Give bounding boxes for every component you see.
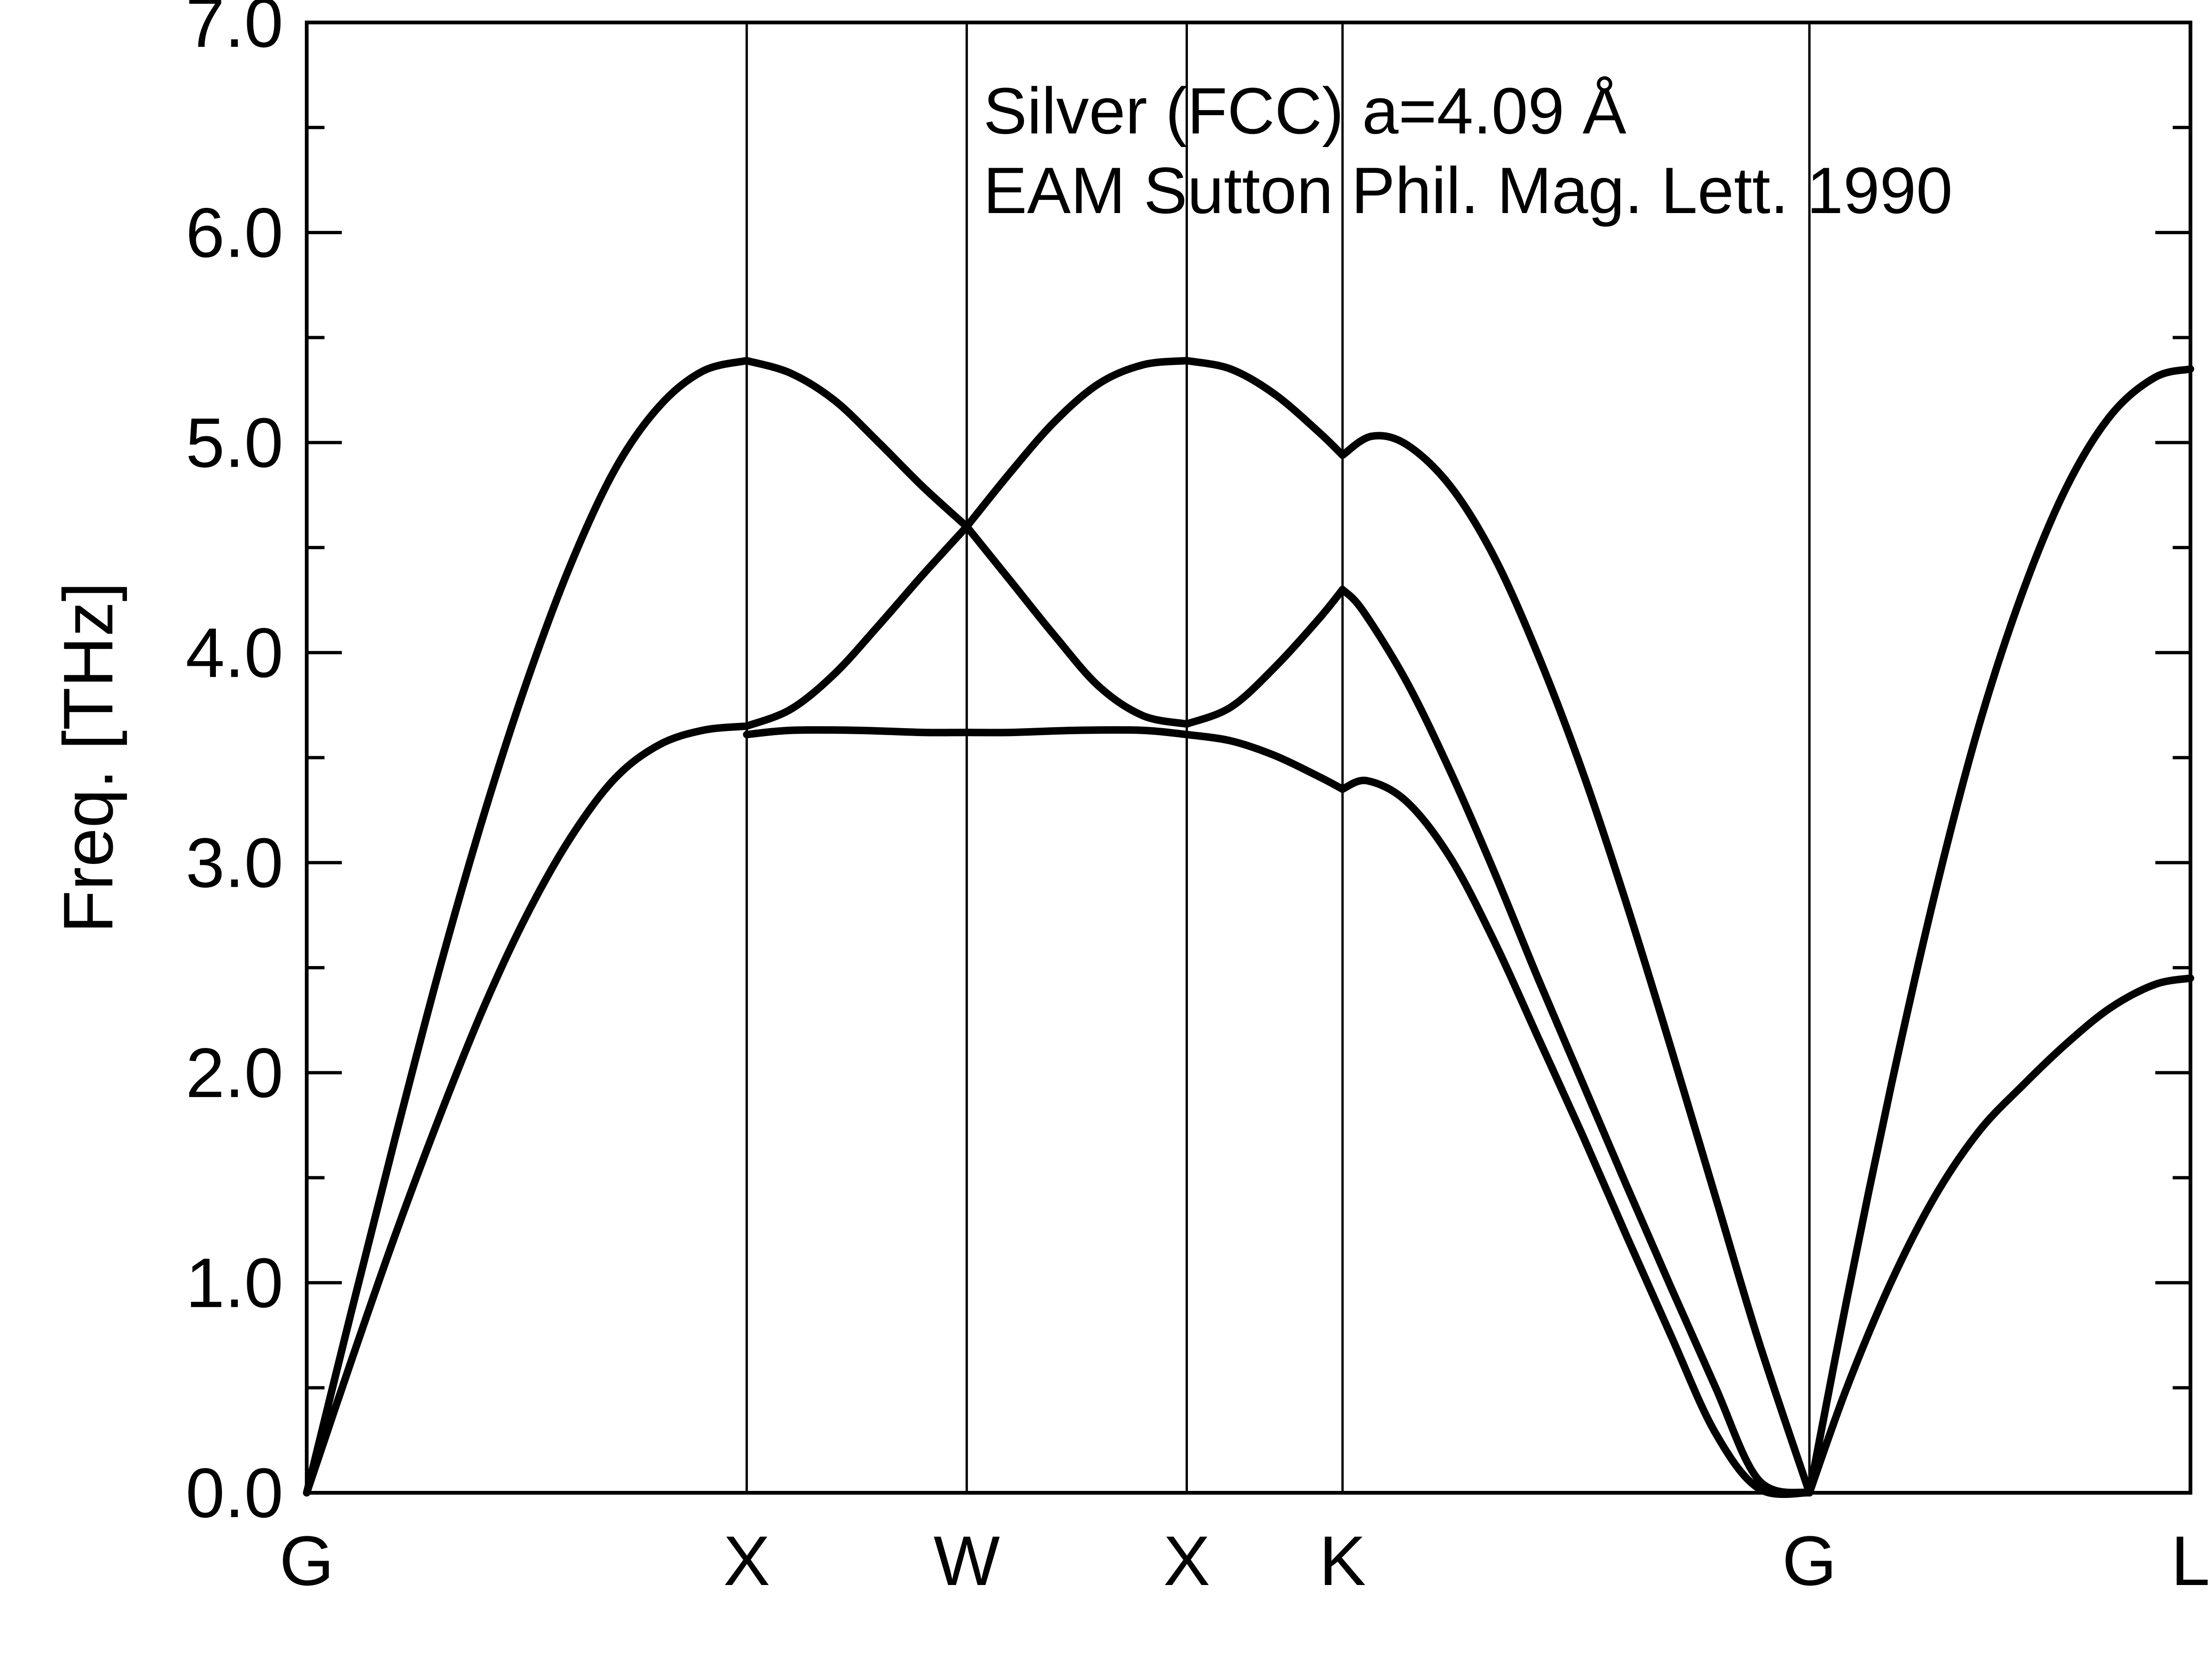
y-axis-tick-labels: 0.0 1.0 2.0 3.0 4.0 5.0 6.0 7.0 — [185, 0, 283, 1532]
x-tick-label-k: K — [1319, 1521, 1366, 1600]
x-tick-label-l: L — [2171, 1521, 2210, 1600]
y-tick-label: 3.0 — [185, 823, 283, 902]
dispersion-curve-k-g-upper — [1339, 432, 1814, 1497]
dispersion-curve-g-l-longitudinal — [1806, 365, 2194, 1497]
y-tick-label: 7.0 — [185, 0, 283, 62]
dispersion-curve-w-x-falling — [963, 523, 1191, 728]
dispersion-curve-k-g-middle — [1339, 586, 1814, 1497]
annotation-line-1: Silver (FCC) a=4.09 Å — [983, 74, 1627, 147]
dispersion-curve-g-x-longitudinal — [303, 357, 751, 1497]
dispersion-curve-w-x-rising — [963, 357, 1191, 531]
dispersion-curve-x-w-middle — [743, 523, 971, 730]
y-tick-label: 0.0 — [185, 1453, 283, 1532]
dispersion-curve-x-w-upper — [743, 357, 971, 531]
dispersion-curve-g-x-transverse — [303, 722, 751, 1497]
high-symmetry-lines — [745, 22, 1811, 1493]
dispersion-curve-x-k-lower — [1183, 730, 1347, 793]
plot-frame — [305, 21, 2192, 1495]
dispersion-curve-x-k-upper — [1183, 357, 1347, 459]
y-tick-label: 1.0 — [185, 1243, 283, 1322]
y-tick-label: 5.0 — [185, 403, 283, 482]
dispersion-curve-g-l-transverse — [1806, 974, 2194, 1497]
x-tick-label-g: G — [1782, 1521, 1837, 1600]
dispersion-curves — [303, 357, 2194, 1498]
dispersion-curve-x-w-lower-flat- — [743, 726, 1191, 738]
annotation-line-2: EAM Sutton Phil. Mag. Lett. 1990 — [983, 154, 1953, 227]
x-tick-label-x: X — [1163, 1521, 1210, 1600]
y-tick-label: 2.0 — [185, 1033, 283, 1112]
y-tick-label: 6.0 — [185, 193, 283, 272]
x-tick-label-x: X — [723, 1521, 770, 1600]
dispersion-curve-x-k-middle — [1183, 586, 1347, 728]
dispersion-curve-k-g-lower — [1339, 776, 1814, 1498]
x-tick-label-g: G — [280, 1521, 334, 1600]
y-tick-label: 4.0 — [185, 613, 283, 692]
y-axis-title: Freq. [THz] — [49, 582, 127, 933]
x-tick-label-w: W — [934, 1521, 1000, 1600]
